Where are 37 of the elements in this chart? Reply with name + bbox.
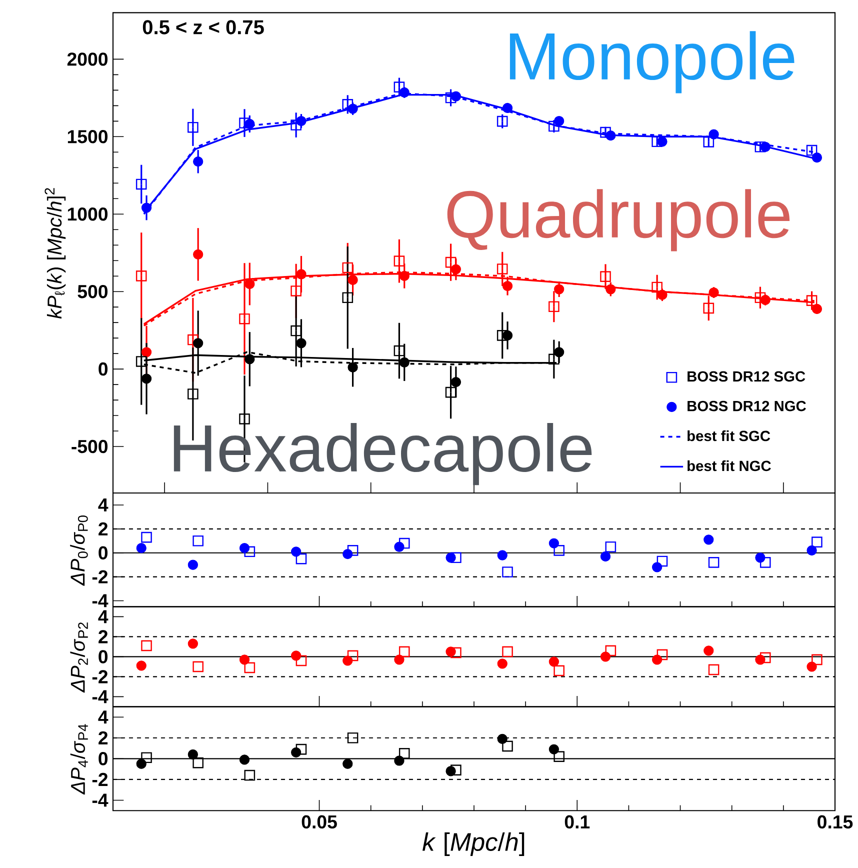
legend-label: best fit SGC — [688, 430, 770, 442]
annotation: Hexadecapole — [174, 423, 592, 486]
text: kP$_{ℓ}$(k) [Mpc/h]$^{2}$ — [44, 188, 66, 319]
x-axis-title: k [Mpc/h] — [422, 832, 524, 856]
y-tick-label: 500 — [78, 284, 108, 298]
legend-label: BOSS DR12 NGC — [688, 400, 806, 412]
y-tick-label: -2 — [92, 670, 108, 684]
y-tick-label: -4 — [92, 594, 108, 608]
y-tick-label: -4 — [92, 690, 108, 704]
y-tick-label: 1000 — [68, 208, 108, 221]
y-tick-label: 4 — [98, 710, 108, 724]
legend-label: BOSS DR12 SGC — [688, 371, 806, 382]
y-tick-label: -4 — [92, 794, 108, 807]
annotation: 0.5 < z < 0.75 — [143, 20, 264, 34]
annotation: Quadrupole — [448, 189, 790, 252]
y-axis-title: ΔP$_{4}$/σ$_{P4}$ — [70, 724, 88, 795]
y-tick-label: 4 — [98, 610, 108, 624]
y-tick-label: 2 — [98, 731, 108, 744]
y-tick-label: 2000 — [68, 52, 108, 66]
y-tick-label: 0 — [98, 752, 108, 766]
y-tick-label: 1500 — [68, 130, 108, 144]
x-tick-label: 0.05 — [302, 815, 338, 829]
y-tick-label: -2 — [92, 570, 108, 584]
legend-label: best fit NGC — [688, 460, 772, 472]
y-axis-title: ΔP$_{0}$/σ$_{P0}$ — [70, 515, 88, 586]
x-tick-label: 0.1 — [565, 815, 590, 829]
y-tick-label: 2 — [98, 522, 108, 536]
y-axis-title: ΔP$_{2}$/σ$_{P2}$ — [70, 622, 88, 693]
x-tick-label: 0.15 — [818, 815, 853, 829]
y-tick-label: 0 — [98, 546, 108, 560]
annotation: Monopole — [510, 31, 794, 94]
y-tick-label: 0 — [98, 650, 108, 664]
y-tick-label: 2 — [98, 630, 108, 644]
y-tick-label: 0 — [98, 362, 108, 376]
y-tick-label: -500 — [72, 440, 108, 454]
y-tick-label: -2 — [92, 772, 108, 786]
y-tick-label: 4 — [98, 498, 108, 512]
